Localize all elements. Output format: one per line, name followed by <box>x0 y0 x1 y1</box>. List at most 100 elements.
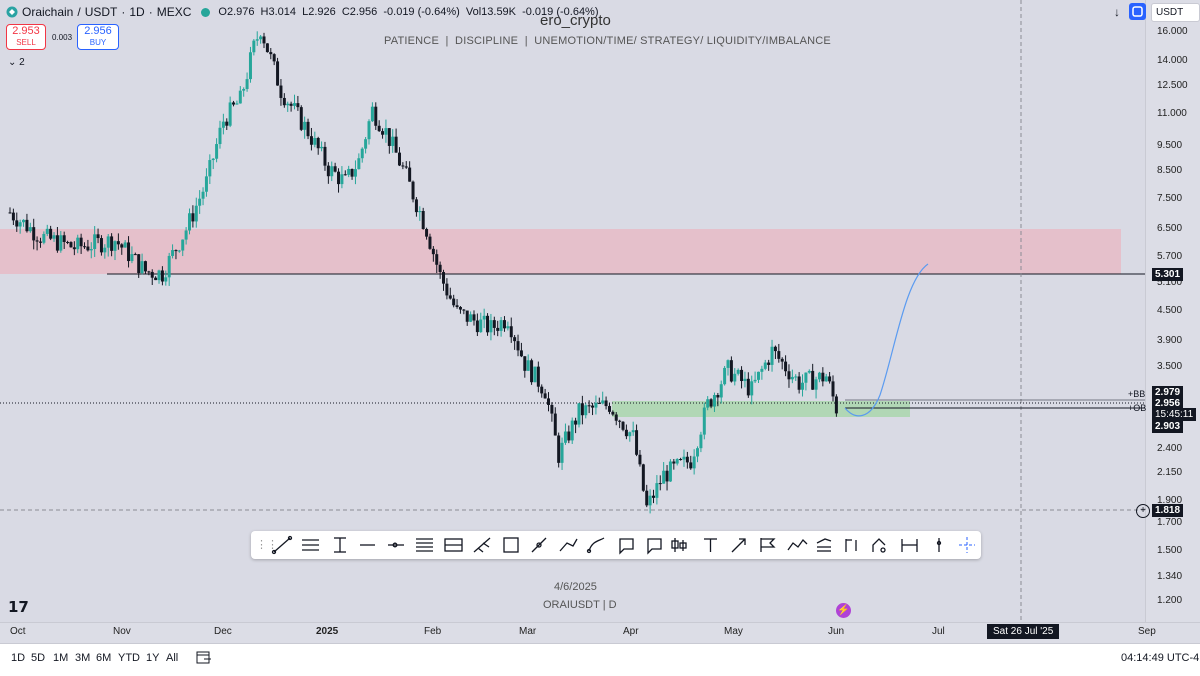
candle-body <box>110 236 114 251</box>
candle-body <box>597 402 601 404</box>
candle-body <box>387 128 391 146</box>
time-tick-label: Nov <box>113 626 131 637</box>
candle-body <box>235 103 239 105</box>
chart-area[interactable]: Oraichain / USDT · 1D · MEXC O2.976 H3.0… <box>0 0 1145 622</box>
candle-body <box>452 298 456 306</box>
price-tick-label: 5.100 <box>1157 277 1183 288</box>
candle-body <box>384 128 388 135</box>
range-button-1m[interactable]: 1M <box>53 652 69 664</box>
lightning-icon[interactable]: ⚡ <box>836 603 851 618</box>
range-button-5d[interactable]: 5D <box>31 652 46 664</box>
measure-icon[interactable] <box>936 538 942 552</box>
long-short-icon[interactable] <box>671 538 687 552</box>
path-icon[interactable] <box>559 538 578 552</box>
fib-retracement-icon[interactable] <box>416 538 433 552</box>
date-range-picker-icon[interactable] <box>196 650 212 664</box>
brush-icon[interactable] <box>531 537 547 553</box>
bars-pattern-icon[interactable] <box>845 539 857 552</box>
pitchfork-icon[interactable] <box>473 537 491 553</box>
candle-body <box>580 403 584 416</box>
rectangle-icon[interactable] <box>503 537 519 553</box>
zigzag-icon[interactable] <box>787 538 808 551</box>
curve-icon[interactable] <box>586 537 605 554</box>
candle-body <box>723 367 727 385</box>
range-button-ytd[interactable]: YTD <box>118 652 140 664</box>
vertical-ray-icon[interactable] <box>334 537 346 553</box>
candle-body <box>147 271 151 273</box>
candle-body <box>276 61 280 86</box>
drawing-toolbar[interactable]: ⋮⋮ <box>251 531 981 559</box>
buy-button[interactable]: 2.956 BUY <box>77 24 119 50</box>
price-tick-label: 4.500 <box>1157 305 1183 316</box>
head-shoulders-icon[interactable] <box>872 538 886 553</box>
scroll-down-icon[interactable]: ↓ <box>1114 5 1120 19</box>
candle-body <box>198 198 202 206</box>
add-alert-icon[interactable]: + <box>1136 504 1150 518</box>
candle-body <box>66 241 70 243</box>
price-axis[interactable]: 16.000 14.000 12.500 11.000 9.500 8.500 7.500 6… <box>1145 0 1200 622</box>
candle-body <box>550 404 554 414</box>
candle-body <box>628 432 632 437</box>
candle-body <box>807 370 811 373</box>
candle-body <box>526 360 530 371</box>
currency-select[interactable]: USDT <box>1151 3 1200 22</box>
toolbar-drag-handle[interactable]: ⋮⋮ <box>256 539 278 551</box>
range-button-all[interactable]: All <box>166 652 179 664</box>
candle-body <box>83 246 87 248</box>
parallel-channel-icon[interactable] <box>302 539 319 551</box>
clock[interactable]: 04:14:49 UTC-4 <box>1121 652 1200 664</box>
candle-body <box>777 351 781 359</box>
comment-icon[interactable] <box>647 538 662 555</box>
candle-body <box>245 79 249 89</box>
trend-line-icon[interactable] <box>271 535 293 555</box>
tradingview-logo-icon[interactable]: 𝟭𝟳 <box>8 598 29 616</box>
candle-body <box>753 379 757 382</box>
forecast-icon[interactable] <box>816 538 832 552</box>
candle-body <box>560 442 564 463</box>
price-chart[interactable] <box>0 0 1145 622</box>
symbol-name[interactable]: Oraichain <box>22 5 74 19</box>
flag-icon[interactable] <box>760 538 776 552</box>
candle-body <box>211 158 215 161</box>
time-axis[interactable] <box>0 622 1200 643</box>
candle-body <box>292 103 296 106</box>
candle-body <box>28 227 32 232</box>
callout-icon[interactable] <box>619 538 634 555</box>
candle-body <box>817 372 821 380</box>
candle-body <box>645 490 649 506</box>
candle-body <box>442 272 446 284</box>
volume-change: -0.019 (-0.64%) <box>522 6 599 18</box>
candle-body <box>523 356 527 371</box>
candle-body <box>516 341 520 351</box>
watermark-title: ero_crypto <box>540 12 611 29</box>
crosshair-icon[interactable] <box>958 536 976 554</box>
candle-body <box>604 400 608 407</box>
sell-button[interactable]: 2.953 SELL <box>6 24 46 50</box>
candle-body <box>635 430 639 455</box>
candle-body <box>191 213 195 222</box>
candle-body <box>428 236 432 249</box>
candle-body <box>350 168 354 177</box>
text-icon[interactable] <box>704 538 717 552</box>
candle-body <box>343 174 347 176</box>
interval[interactable]: 1D <box>129 5 145 19</box>
candle-body <box>756 371 760 380</box>
candle-body <box>469 314 473 322</box>
range-button-6m[interactable]: 6M <box>96 652 112 664</box>
fib-extension-icon[interactable] <box>444 538 463 552</box>
candle-body <box>547 398 551 405</box>
candle-body <box>408 167 412 182</box>
range-button-1d[interactable]: 1D <box>11 652 26 664</box>
range-button-1y[interactable]: 1Y <box>146 652 160 664</box>
range-button-3m[interactable]: 3M <box>75 652 91 664</box>
candle-body <box>672 461 676 464</box>
chart-settings-icon[interactable] <box>1129 3 1146 20</box>
candle-body <box>540 386 544 394</box>
arrow-icon[interactable] <box>731 538 746 553</box>
candle-body <box>425 228 429 237</box>
candle-body <box>509 326 513 338</box>
horizontal-ray-icon[interactable] <box>388 542 404 548</box>
date-range-icon[interactable] <box>901 539 918 552</box>
indicators-toggle[interactable]: ⌄ 2 <box>8 57 25 68</box>
time-tick-label: Mar <box>519 626 537 637</box>
